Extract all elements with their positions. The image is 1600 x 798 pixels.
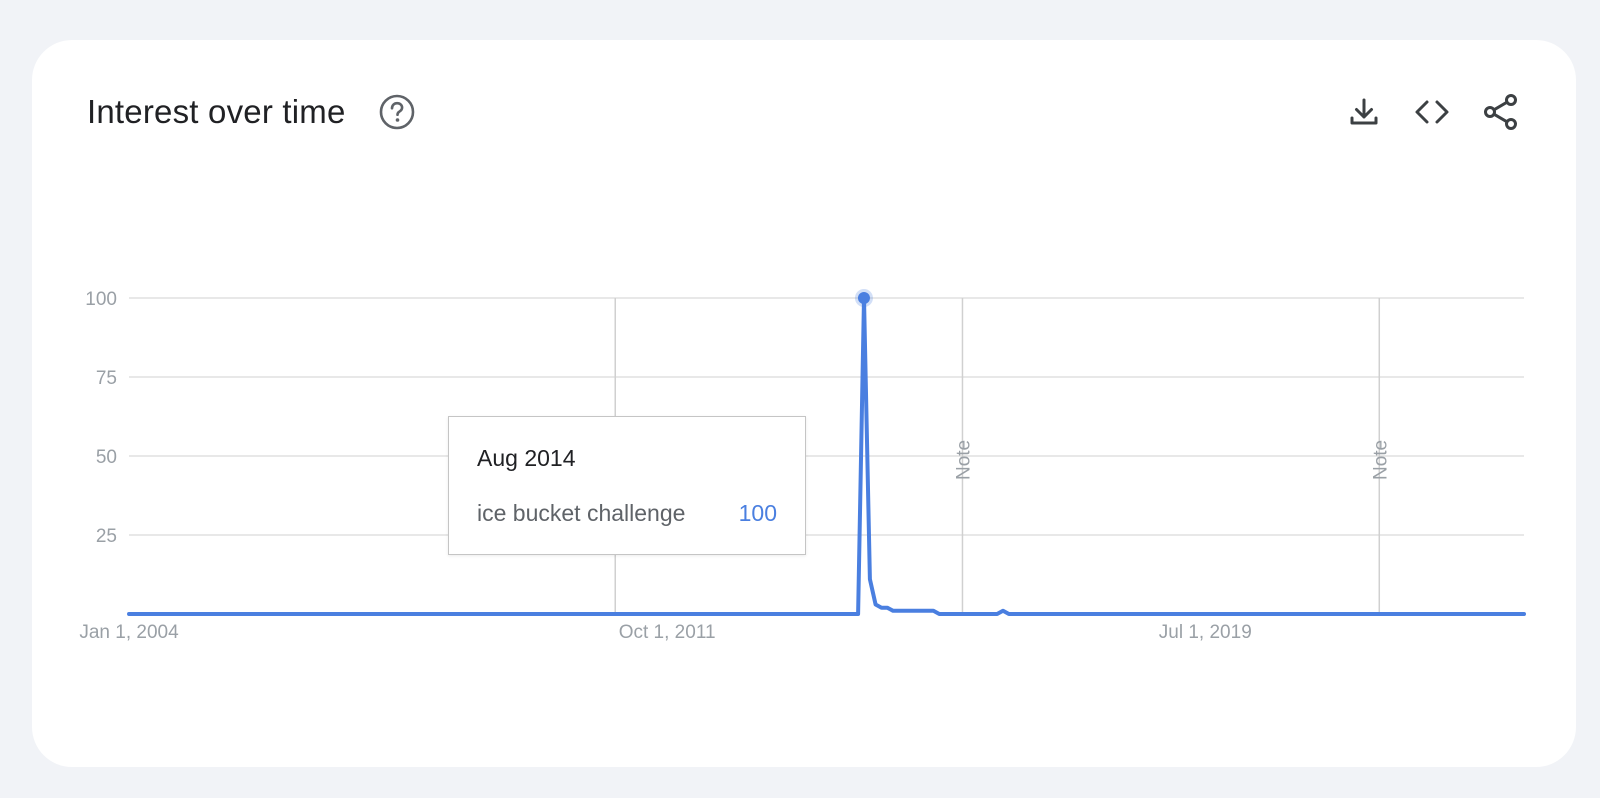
highlight-point <box>857 292 870 304</box>
series-line <box>127 296 1526 616</box>
tooltip-term: ice bucket challenge <box>477 500 686 526</box>
chart-tooltip: Aug 2014 ice bucket challenge 100 <box>448 416 806 555</box>
x-tick-label: Oct 1, 2011 <box>619 622 716 643</box>
help-circle-icon[interactable] <box>378 93 416 131</box>
tooltip-date: Aug 2014 <box>477 445 576 471</box>
y-tick-label: 75 <box>96 368 117 389</box>
x-tick-label: Jan 1, 2004 <box>79 622 179 643</box>
y-tick-label: 25 <box>96 526 117 547</box>
y-tick-label: 50 <box>96 447 117 468</box>
share-icon[interactable] <box>1481 92 1521 132</box>
note-label: Note <box>953 440 974 480</box>
download-icon[interactable] <box>1344 92 1384 132</box>
x-tick-label: Jul 1, 2019 <box>1159 622 1252 643</box>
tooltip-value: 100 <box>738 500 777 526</box>
code-icon[interactable] <box>1412 92 1452 132</box>
page-title: Interest over time <box>87 93 346 130</box>
chart-card <box>32 40 1576 767</box>
note-label: Note <box>1370 440 1391 480</box>
y-tick-label: 100 <box>85 289 117 310</box>
